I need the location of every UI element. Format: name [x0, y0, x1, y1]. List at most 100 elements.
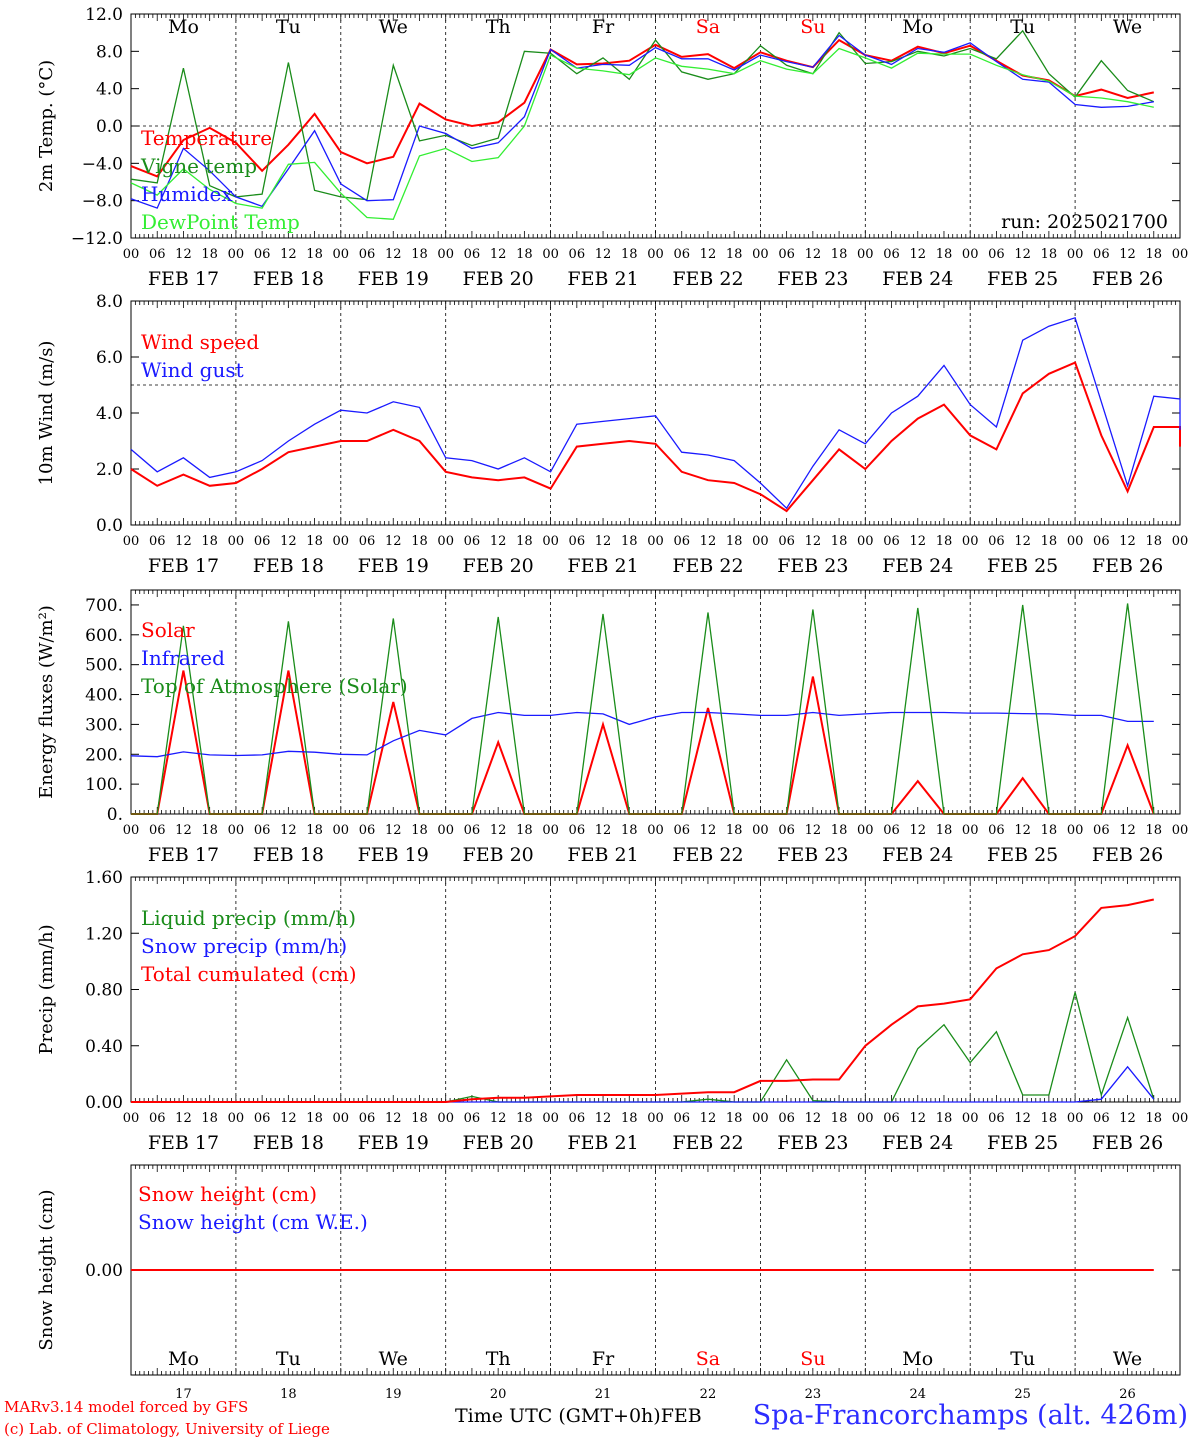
day-name: Fr	[592, 1348, 615, 1370]
date-label: FEB 24	[882, 555, 953, 577]
hour-label: 06	[673, 1111, 690, 1126]
day-name: Mo	[902, 1348, 933, 1370]
y-tick-label: 12.0	[85, 5, 123, 25]
hour-label: 18	[306, 534, 323, 549]
series-line	[130, 47, 1154, 220]
date-label: FEB 22	[672, 555, 743, 577]
y-tick-label: −8.0	[82, 192, 123, 212]
hour-label: 18	[831, 823, 848, 838]
hour-label: 12	[1119, 823, 1136, 838]
date-label: FEB 17	[148, 1132, 219, 1154]
hour-label: 12	[700, 247, 717, 262]
hour-label: 18	[201, 534, 218, 549]
hour-label: 18	[411, 534, 428, 549]
day-name: We	[1113, 1348, 1142, 1370]
date-label: FEB 18	[253, 1132, 324, 1154]
hour-label: 06	[569, 534, 586, 549]
day-name: Tu	[1010, 1348, 1035, 1370]
hour-label: 06	[673, 534, 690, 549]
date-label: FEB 23	[777, 555, 848, 577]
series-line	[130, 711, 1154, 758]
hour-label: 12	[1119, 247, 1136, 262]
hour-label: 06	[883, 534, 900, 549]
hour-label: 00	[647, 534, 664, 549]
hour-label: 18	[1041, 823, 1058, 838]
hour-label: 00	[647, 247, 664, 262]
day-name: We	[379, 16, 408, 38]
day-number: 20	[490, 1387, 507, 1400]
hour-label: 12	[490, 534, 507, 549]
hour-label: 00	[437, 534, 454, 549]
hour-label: 18	[831, 247, 848, 262]
hour-label: 18	[726, 823, 743, 838]
hour-label: 00	[962, 534, 979, 549]
hour-label: 06	[359, 247, 376, 262]
date-label: FEB 24	[882, 844, 953, 866]
y-tick-label: 200.	[85, 745, 123, 765]
hour-label: 00	[1067, 247, 1084, 262]
hour-label: 00	[752, 247, 769, 262]
date-label: FEB 23	[777, 844, 848, 866]
hour-label: 06	[149, 1111, 166, 1126]
hour-label: 00	[333, 247, 350, 262]
day-name: Fr	[592, 16, 615, 38]
hour-label: 12	[175, 823, 192, 838]
hour-label: 00	[857, 823, 874, 838]
date-label: FEB 21	[567, 555, 638, 577]
hour-label: 12	[280, 823, 297, 838]
hour-label: 06	[569, 823, 586, 838]
hour-label: 12	[280, 247, 297, 262]
hour-label: 12	[595, 534, 612, 549]
hour-label: 06	[359, 1111, 376, 1126]
hour-label: 18	[201, 823, 218, 838]
hour-label: 06	[988, 823, 1005, 838]
legend-entry: Liquid precip (mm/h)	[141, 906, 356, 930]
hour-label: 00	[962, 1111, 979, 1126]
y-tick-label: 6.0	[96, 348, 123, 368]
y-axis-label: Energy fluxes (W/m²)	[36, 605, 57, 799]
date-label: FEB 17	[148, 268, 219, 290]
hour-label: 18	[936, 534, 953, 549]
series-line	[130, 316, 1181, 510]
hour-label: 06	[988, 247, 1005, 262]
hour-label: 06	[1093, 534, 1110, 549]
meteogram-chart: 12.0 8.0 4.0 0.0 −4.0 −8.0 −12.0 2m Temp. (°C) T…	[36, 5, 1189, 1400]
hour-label: 18	[516, 534, 533, 549]
legend-entry: DewPoint Temp	[141, 210, 300, 234]
x-axis-title-text: Time UTC (GMT+0h)	[455, 1405, 661, 1427]
hour-label: 00	[228, 1111, 245, 1126]
hour-label: 06	[359, 534, 376, 549]
date-label: FEB 19	[358, 555, 429, 577]
hour-label: 18	[1146, 534, 1163, 549]
hour-label: 18	[201, 1111, 218, 1126]
hour-label: 12	[805, 247, 822, 262]
hour-label: 12	[175, 1111, 192, 1126]
hour-label: 06	[464, 1111, 481, 1126]
hour-label: 00	[647, 823, 664, 838]
hour-label: 00	[333, 534, 350, 549]
y-tick-label: 0.00	[85, 1261, 123, 1281]
hour-label: 12	[700, 1111, 717, 1126]
hour-label-end: 00	[1172, 823, 1189, 838]
day-name: Th	[486, 1348, 511, 1370]
hour-label: 06	[254, 1111, 271, 1126]
hour-label: 18	[306, 247, 323, 262]
legend-entry: Solar	[141, 618, 195, 642]
hour-label: 12	[700, 534, 717, 549]
hour-label: 00	[752, 823, 769, 838]
hour-label: 12	[175, 534, 192, 549]
day-number: 23	[805, 1387, 822, 1400]
hour-label: 06	[988, 1111, 1005, 1126]
hour-label-end: 00	[1172, 247, 1189, 262]
date-label: FEB 18	[253, 268, 324, 290]
hour-label: 12	[909, 247, 926, 262]
hour-label: 18	[831, 1111, 848, 1126]
series-line	[131, 898, 1155, 1103]
hour-label: 18	[1146, 247, 1163, 262]
series-line	[131, 992, 1155, 1103]
legend-entry: Top of Atmosphere (Solar)	[141, 674, 408, 698]
y-tick-label: 8.0	[96, 42, 123, 62]
hour-label: 06	[464, 247, 481, 262]
y-axis-label: Precip (mm/h)	[36, 924, 57, 1054]
hour-label: 06	[569, 247, 586, 262]
